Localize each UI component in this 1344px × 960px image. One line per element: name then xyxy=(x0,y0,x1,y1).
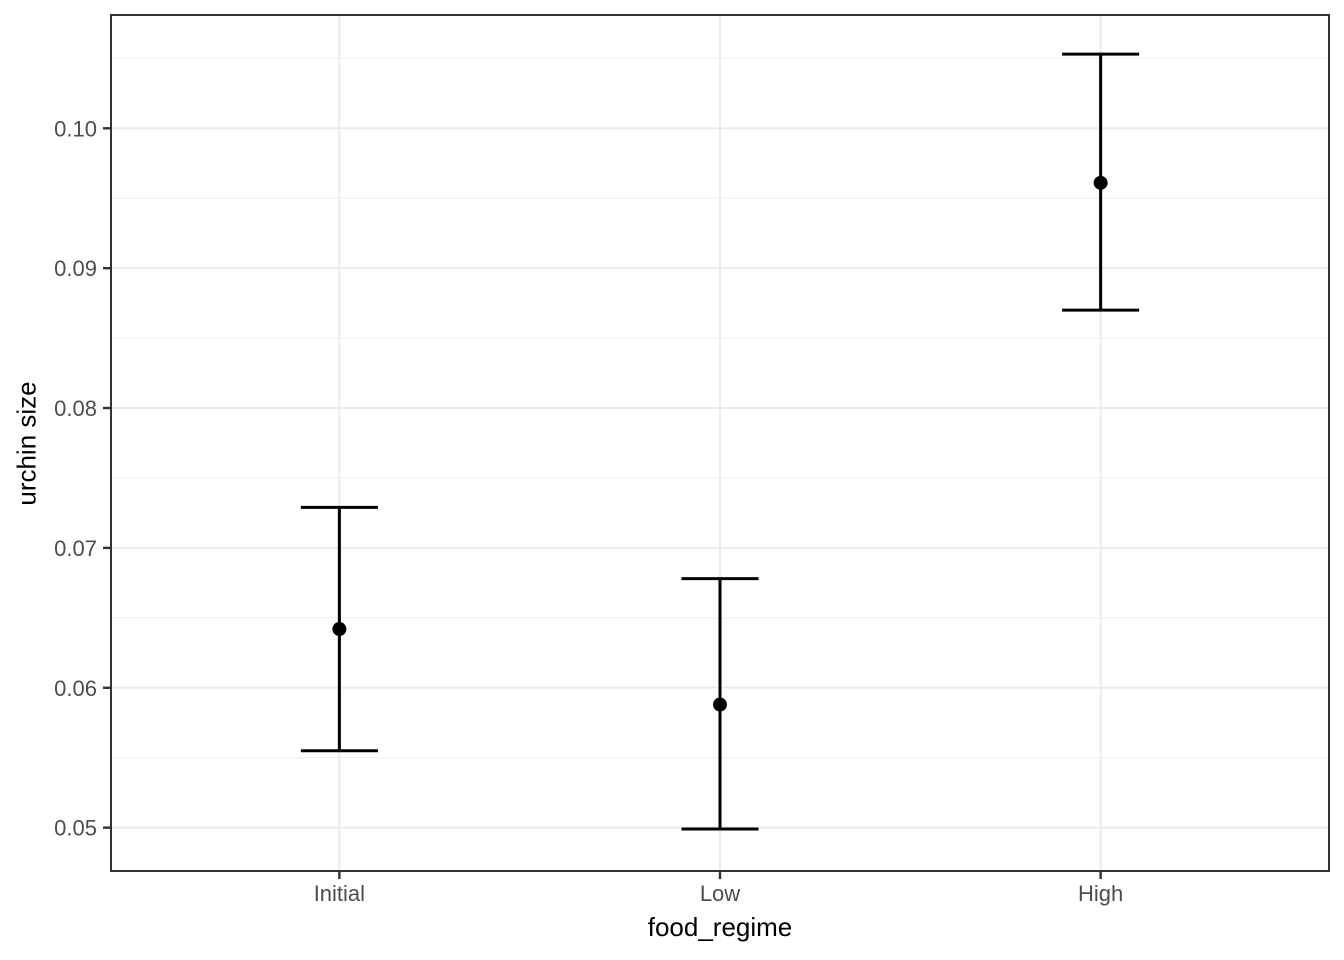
x-axis-tick-label: Initial xyxy=(314,881,365,906)
y-axis-tick-label: 0.07 xyxy=(54,536,97,561)
data-point-initial xyxy=(332,622,347,637)
x-axis-title: food_regime xyxy=(647,912,793,942)
y-axis-tick-label: 0.06 xyxy=(54,676,97,701)
x-axis-tick-label: Low xyxy=(700,881,740,906)
x-axis-tick-label: High xyxy=(1078,881,1123,906)
y-axis-title: urchin size xyxy=(11,380,42,506)
data-point-high xyxy=(1093,175,1108,190)
y-axis-tick-label: 0.08 xyxy=(54,396,97,421)
y-axis-tick-label: 0.09 xyxy=(54,256,97,281)
y-axis-title-container: urchin size xyxy=(2,343,52,543)
y-axis-tick-label: 0.10 xyxy=(54,116,97,141)
data-point-low xyxy=(713,697,727,712)
y-axis-tick-label: 0.05 xyxy=(54,816,97,841)
